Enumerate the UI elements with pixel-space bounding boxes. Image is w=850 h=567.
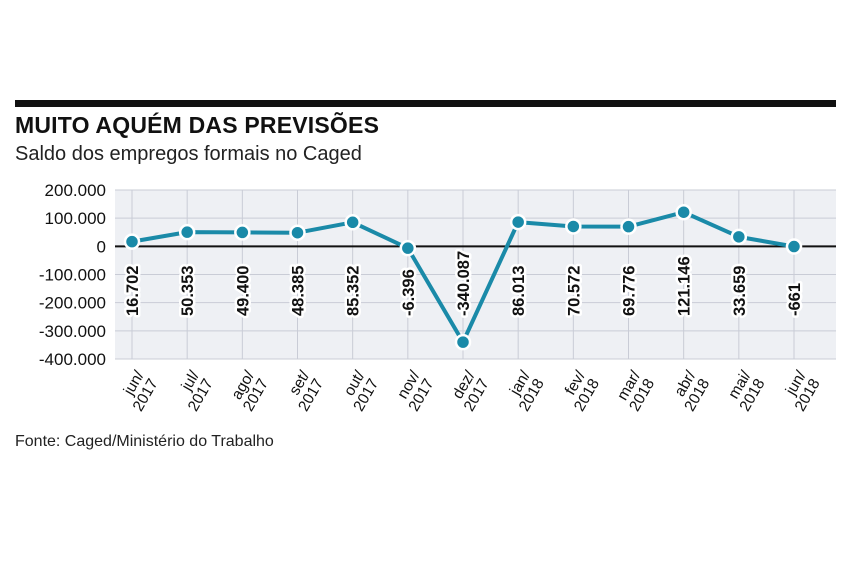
x-tick-label: abr/2018	[671, 367, 713, 414]
data-point	[509, 213, 527, 231]
data-label-halo: 16.702	[124, 266, 142, 316]
chart-subtitle: Saldo dos empregos formais no Caged	[15, 143, 362, 165]
x-tick-label: dez/2017	[449, 367, 492, 414]
x-tick-label: ago/2017	[228, 367, 272, 414]
data-label: 69.776	[621, 266, 639, 316]
data-point	[178, 223, 196, 241]
data-label: 85.352	[345, 266, 363, 316]
data-label-halo: 33.659	[731, 266, 749, 316]
x-tick-label: jun/2017	[120, 367, 162, 414]
data-label-halo: -340.087	[455, 251, 473, 316]
data-point	[344, 214, 361, 231]
data-point	[454, 333, 472, 351]
top-rule	[15, 100, 836, 107]
data-label-halo: 48.385	[290, 266, 308, 316]
data-point	[565, 218, 582, 235]
x-tick-label: nov/2017	[394, 367, 437, 414]
data-label-halo: 70.572	[565, 266, 583, 316]
y-tick-label: 100.000	[45, 209, 106, 228]
data-label: -340.087	[455, 251, 473, 316]
data-point	[730, 228, 748, 246]
data-point	[289, 224, 306, 241]
data-point	[785, 238, 803, 255]
x-tick-label: jul/2017	[178, 367, 217, 414]
data-label: -6.396	[400, 269, 418, 316]
chart-title: MUITO AQUÉM DAS PREVISÕES	[15, 112, 380, 138]
data-label: 16.702	[124, 266, 142, 316]
data-label-halo: 85.352	[345, 266, 363, 316]
x-tick-label: out/2017	[341, 367, 383, 414]
y-tick-label: 0	[97, 237, 106, 256]
data-label-halo: 50.353	[179, 266, 197, 316]
data-label-halo: -661	[786, 283, 804, 316]
data-label-halo: -6.396	[400, 269, 418, 316]
data-label: 70.572	[565, 266, 583, 316]
y-tick-label: -300.000	[39, 322, 106, 341]
data-label: 48.385	[290, 266, 308, 316]
x-tick-label: jan/2018	[506, 367, 548, 414]
data-point	[234, 224, 251, 241]
y-tick-label: 200.000	[45, 181, 106, 200]
x-tick-label: set/2017	[286, 367, 327, 414]
data-label: 49.400	[234, 266, 252, 316]
data-point	[675, 203, 692, 221]
y-tick-label: -200.000	[39, 294, 106, 313]
line-chart: 200.000 100.000 0 -100.000 -200.000 -300.000 -…	[39, 181, 836, 414]
data-label: 86.013	[510, 266, 528, 316]
x-tick-label: mai/2018	[725, 367, 768, 414]
source-note: Fonte: Caged/Ministério do Trabalho	[15, 433, 274, 450]
data-point	[123, 233, 141, 250]
data-label-halo: 86.013	[510, 266, 528, 316]
x-tick-label: mar/2018	[614, 367, 658, 414]
y-tick-label: -100.000	[39, 266, 106, 285]
x-tick-label: jun/2018	[782, 367, 824, 414]
data-point	[620, 218, 637, 235]
data-label: 33.659	[731, 266, 749, 316]
data-label: 121.146	[676, 256, 694, 316]
data-point	[399, 239, 417, 257]
data-label-halo: 69.776	[621, 266, 639, 316]
data-label: 50.353	[179, 266, 197, 316]
data-label: -661	[786, 283, 804, 316]
x-tick-label: fev/2018	[562, 367, 603, 414]
data-label-halo: 121.146	[676, 256, 694, 316]
y-tick-label: -400.000	[39, 350, 106, 369]
data-label-halo: 49.400	[234, 266, 252, 316]
